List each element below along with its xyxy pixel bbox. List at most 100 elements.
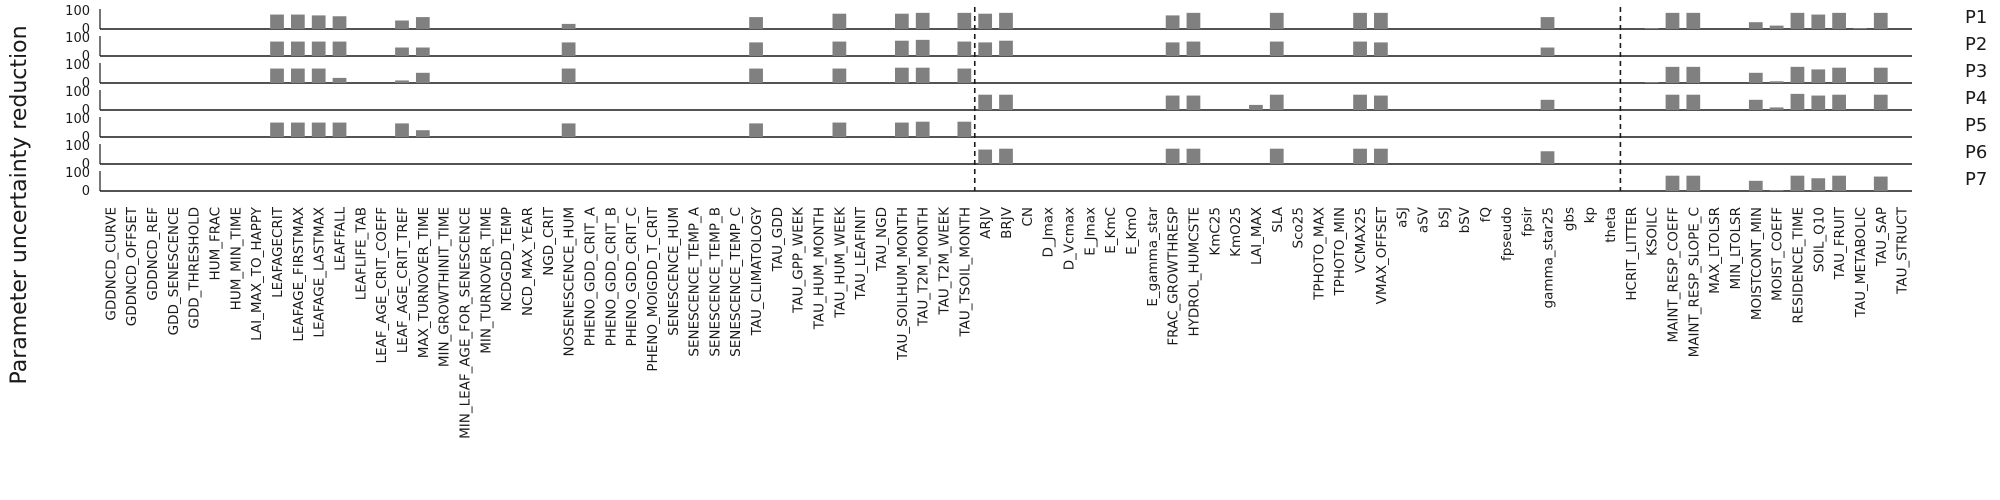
bar-arjv	[978, 94, 993, 110]
panel-p6: 100 0 P6	[65, 139, 1987, 172]
bar-tau-soilhum-month	[894, 67, 909, 83]
category-label: D_Jmax	[1041, 207, 1057, 258]
bar-hydrol-humcste	[1186, 12, 1201, 29]
bar-max-turnover-time	[415, 72, 430, 83]
category-label: GDDNCD_REF	[145, 207, 161, 301]
category-label: gamma_star25	[1541, 207, 1557, 309]
y-tick-label: 0	[82, 49, 90, 64]
bar-moist-coeff	[1769, 81, 1784, 83]
category-label: KSOILC	[1645, 207, 1661, 256]
bar-leafage-firstmax	[290, 14, 305, 29]
bar-brjv	[999, 94, 1013, 110]
panel-label: P6	[1965, 142, 1987, 163]
bar-moist-coeff	[1769, 190, 1784, 191]
bar-maint-resp-coeff	[1665, 66, 1680, 83]
category-label: LEAF_AGE_CRIT_COEFF	[374, 207, 390, 363]
bar-tau-sap	[1873, 94, 1888, 110]
y-tick-label: 100	[65, 139, 90, 154]
y-tick-label: 0	[82, 157, 90, 172]
bar-residence-time	[1790, 66, 1805, 83]
bar-brjv	[999, 40, 1013, 56]
category-label: GDDNCD_CURVE	[103, 207, 119, 321]
y-tick-label: 100	[65, 4, 90, 19]
bar-sla	[1269, 148, 1284, 164]
bar-leafage-lastmax	[311, 68, 326, 83]
bar-moist-coeff	[1769, 107, 1784, 110]
category-label: VCMAX25	[1353, 207, 1369, 273]
bar-tau-climatology	[749, 17, 763, 29]
category-label: ARJV	[978, 206, 994, 239]
bar-leaffall	[332, 122, 347, 137]
bar-vcmax25	[1353, 12, 1367, 29]
category-label: SENESCENCE_HUM	[666, 207, 682, 336]
category-label: TAU_GPP_WEEK	[791, 206, 807, 314]
category-label: HCRIT_LITTER	[1624, 207, 1640, 301]
bar-tau-hum-week	[832, 41, 847, 56]
bar-max-turnover-time	[415, 47, 430, 56]
y-tick-label: 100	[65, 31, 90, 46]
panels: 1000P11000P21000P31000P41000P51000P61000…	[65, 4, 1987, 199]
panel-p2: 100 0 P2	[65, 31, 1987, 64]
category-label: MOIST_COEFF	[1770, 207, 1786, 301]
bar-tau-t2m-month	[915, 67, 930, 83]
bar-leafage-firstmax	[290, 41, 305, 56]
category-label: PHENO_GDD_CRIT_C	[624, 207, 640, 347]
category-label: TAU_FRUIT	[1832, 206, 1848, 280]
category-label: HYDROL_HUMCSTE	[1186, 207, 1202, 337]
bar-leaffall	[332, 41, 347, 56]
bar-tau-tsoil-month	[957, 121, 972, 137]
category-label: BRJV	[999, 206, 1015, 239]
bar-soil-q10	[1811, 14, 1826, 29]
bar-hydrol-humcste	[1186, 95, 1201, 110]
bar-moistcont-min	[1748, 180, 1763, 191]
y-tick-label: 100	[65, 85, 90, 100]
category-label: NCD_MAX_YEAR	[520, 207, 536, 316]
bar-maint-resp-slope-c	[1686, 175, 1701, 191]
bar-leafagecrit	[270, 122, 284, 137]
category-label: PHENO_GDD_CRIT_B	[603, 207, 619, 346]
category-label: GDDNCD_OFFSET	[124, 206, 140, 326]
bar-leafage-firstmax	[290, 68, 305, 83]
category-label: LEAFLIFE_TAB	[353, 207, 369, 300]
bar-nosenescence-hum	[561, 23, 576, 29]
category-label: NCDGDD_TEMP	[499, 207, 515, 312]
category-label: SLA	[1270, 206, 1286, 232]
category-label: MIN_LTOLSR	[1728, 207, 1744, 289]
bar-gamma-star25	[1540, 99, 1555, 110]
panel-label: P5	[1965, 115, 1987, 136]
bar-nosenescence-hum	[561, 68, 576, 83]
bar-sla	[1269, 41, 1284, 56]
bar-vcmax25	[1353, 41, 1367, 56]
bar-tau-soilhum-month	[894, 122, 909, 137]
category-label: aSV	[1416, 206, 1432, 233]
panel-label: P3	[1965, 61, 1987, 82]
panel-p1: 100 0 P1	[65, 4, 1987, 37]
bar-gamma-star25	[1540, 17, 1555, 29]
y-axis-label: Parameter uncertainty reduction	[7, 25, 32, 384]
bar-maint-resp-slope-c	[1686, 94, 1701, 110]
y-tick-label: 0	[82, 184, 90, 199]
panel-label: P4	[1965, 88, 1987, 109]
bar-arjv	[978, 42, 993, 56]
bar-leaf-age-crit-tref	[395, 123, 409, 137]
panel-p7: 100 0 P7	[65, 166, 1987, 199]
bar-moistcont-min	[1748, 22, 1763, 29]
category-label: GDD_SENESCENCE	[166, 207, 182, 335]
bar-tau-soilhum-month	[894, 13, 909, 29]
panel-p4: 100 0 P4	[65, 85, 1987, 118]
bar-frac-growthresp	[1165, 42, 1180, 56]
category-label: TAU_HUM_WEEK	[832, 206, 848, 319]
bar-nosenescence-hum	[561, 42, 576, 56]
bar-leaf-age-crit-tref	[395, 47, 409, 56]
bar-vmax-offset	[1374, 148, 1388, 164]
bar-soil-q10	[1811, 95, 1826, 110]
category-label: fpsir	[1520, 207, 1536, 237]
bar-tau-hum-week	[832, 68, 847, 83]
panel-p5: 100 0 P5	[65, 112, 1987, 145]
category-label: LEAFFALL	[333, 207, 349, 271]
y-tick-label: 100	[65, 58, 90, 73]
bar-tau-t2m-month	[915, 121, 930, 137]
panel-label: P7	[1965, 169, 1987, 190]
category-label: NOSENESCENCE_HUM	[562, 207, 578, 356]
